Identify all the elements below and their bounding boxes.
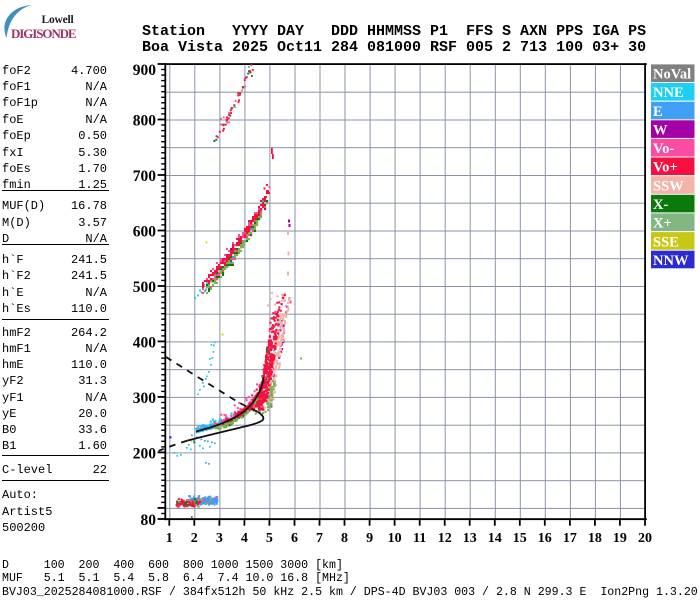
svg-text:NoVal: NoVal xyxy=(653,67,691,83)
svg-text:4: 4 xyxy=(241,531,248,546)
svg-text:X-: X- xyxy=(653,197,668,213)
svg-text:19: 19 xyxy=(613,531,627,546)
svg-text:500: 500 xyxy=(133,279,157,296)
svg-text:7: 7 xyxy=(316,531,323,546)
svg-text:2: 2 xyxy=(191,531,198,546)
svg-text:Vo+: Vo+ xyxy=(653,160,678,176)
svg-text:12: 12 xyxy=(438,531,452,546)
svg-text:10: 10 xyxy=(388,531,402,546)
svg-text:16: 16 xyxy=(538,531,552,546)
svg-text:300: 300 xyxy=(133,390,157,407)
svg-text:3: 3 xyxy=(216,531,223,546)
svg-text:14: 14 xyxy=(488,531,502,546)
svg-text:Vo-: Vo- xyxy=(653,141,674,157)
svg-text:15: 15 xyxy=(513,531,527,546)
svg-text:600: 600 xyxy=(133,224,157,241)
svg-text:400: 400 xyxy=(133,334,157,351)
svg-text:NNW: NNW xyxy=(653,253,689,269)
svg-text:13: 13 xyxy=(463,531,477,546)
svg-text:1: 1 xyxy=(166,531,173,546)
svg-text:SSE: SSE xyxy=(653,234,679,250)
svg-text:17: 17 xyxy=(563,531,577,546)
svg-text:18: 18 xyxy=(588,531,602,546)
svg-text:X+: X+ xyxy=(653,216,672,232)
svg-text:20: 20 xyxy=(638,531,652,546)
svg-text:800: 800 xyxy=(133,113,157,130)
svg-text:NNE: NNE xyxy=(653,85,684,101)
svg-text:8: 8 xyxy=(341,531,348,546)
svg-text:80: 80 xyxy=(141,512,157,529)
svg-text:11: 11 xyxy=(413,531,426,546)
svg-text:200: 200 xyxy=(133,445,157,462)
svg-text:SSW: SSW xyxy=(653,178,684,194)
svg-text:W: W xyxy=(653,123,668,139)
svg-text:E: E xyxy=(653,104,663,120)
svg-text:900: 900 xyxy=(133,62,157,79)
svg-text:6: 6 xyxy=(291,531,298,546)
svg-text:5: 5 xyxy=(266,531,273,546)
svg-text:700: 700 xyxy=(133,168,157,185)
svg-text:9: 9 xyxy=(366,531,373,546)
